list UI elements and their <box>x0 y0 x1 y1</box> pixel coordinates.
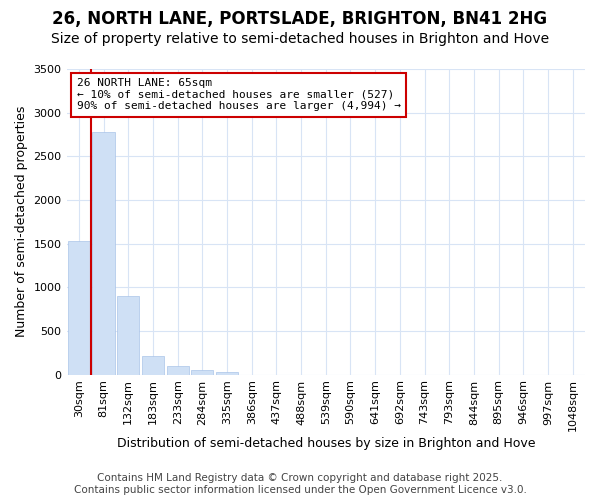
Bar <box>191 370 214 374</box>
Bar <box>142 356 164 374</box>
Bar <box>167 366 189 374</box>
Text: Contains HM Land Registry data © Crown copyright and database right 2025.
Contai: Contains HM Land Registry data © Crown c… <box>74 474 526 495</box>
Y-axis label: Number of semi-detached properties: Number of semi-detached properties <box>15 106 28 338</box>
Bar <box>216 372 238 374</box>
Text: 26 NORTH LANE: 65sqm
← 10% of semi-detached houses are smaller (527)
90% of semi: 26 NORTH LANE: 65sqm ← 10% of semi-detac… <box>77 78 401 112</box>
Bar <box>92 132 115 374</box>
Text: Size of property relative to semi-detached houses in Brighton and Hove: Size of property relative to semi-detach… <box>51 32 549 46</box>
X-axis label: Distribution of semi-detached houses by size in Brighton and Hove: Distribution of semi-detached houses by … <box>116 437 535 450</box>
Bar <box>68 241 90 374</box>
Text: 26, NORTH LANE, PORTSLADE, BRIGHTON, BN41 2HG: 26, NORTH LANE, PORTSLADE, BRIGHTON, BN4… <box>52 10 548 28</box>
Bar <box>117 296 139 374</box>
